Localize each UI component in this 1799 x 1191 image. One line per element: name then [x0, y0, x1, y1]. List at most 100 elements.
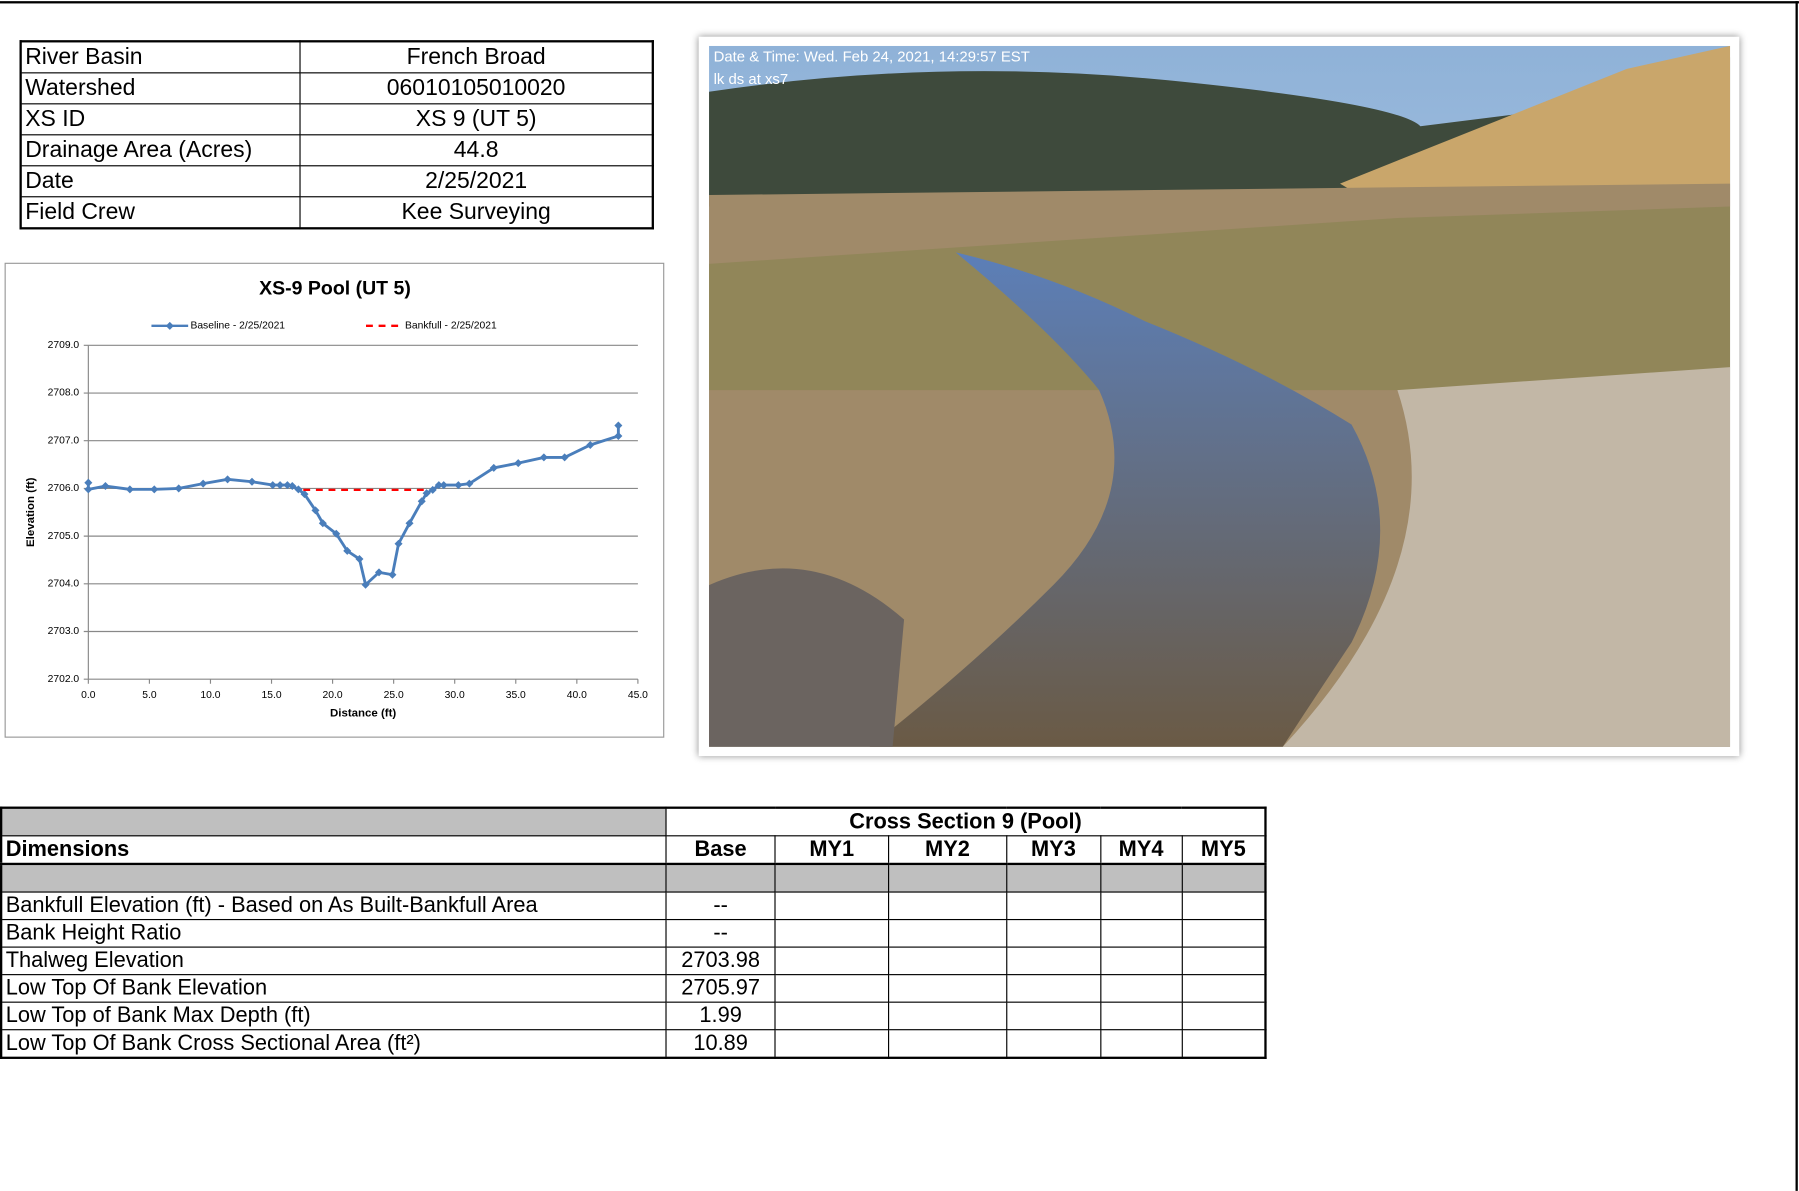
empty-cell — [775, 1002, 888, 1030]
data-point — [199, 480, 207, 488]
row-label: Bankfull Elevation (ft) - Based on As Bu… — [1, 892, 666, 920]
legend-marker — [166, 322, 174, 330]
info-label: Field Crew — [21, 197, 300, 229]
x-tick-label: 40.0 — [567, 690, 587, 701]
empty-cell — [1182, 1030, 1266, 1058]
data-point — [388, 571, 396, 579]
data-point — [614, 421, 622, 429]
info-value: XS 9 (UT 5) — [300, 104, 653, 135]
dimensions-body: Cross Section 9 (Pool) DimensionsBaseMY1… — [1, 808, 1265, 1058]
right-rule — [1796, 1, 1798, 1191]
info-label: Drainage Area (Acres) — [21, 135, 300, 166]
top-rule — [0, 1, 1799, 3]
data-row: Bankfull Elevation (ft) - Based on As Bu… — [1, 892, 1265, 920]
spacer-cell — [775, 864, 888, 892]
spacer-cell — [888, 864, 1006, 892]
page-root: River BasinFrench BroadWatershed06010105… — [0, 0, 1799, 1191]
empty-cell — [775, 1030, 888, 1058]
column-header: MY4 — [1100, 836, 1181, 864]
empty-cell — [888, 892, 1006, 920]
base-value: 2703.98 — [666, 947, 775, 975]
column-header: Base — [666, 836, 775, 864]
series-line — [88, 425, 618, 584]
chart-frame: XS-9 Pool (UT 5)2702.02703.02704.02705.0… — [5, 263, 665, 738]
x-tick-label: 15.0 — [261, 690, 281, 701]
base-value: 2705.97 — [666, 975, 775, 1003]
data-point — [540, 453, 548, 461]
info-label: Watershed — [21, 73, 300, 104]
photo-frame: Date & Time: Wed. Feb 24, 2021, 14:29:57… — [699, 37, 1740, 756]
chart-title: XS-9 Pool (UT 5) — [259, 277, 411, 299]
column-header: MY1 — [775, 836, 888, 864]
data-row: Low Top Of Bank Elevation2705.97 — [1, 975, 1265, 1003]
spacer-cell — [1, 864, 666, 892]
info-value: French Broad — [300, 41, 653, 73]
empty-cell — [775, 975, 888, 1003]
photo-caption: Date & Time: Wed. Feb 24, 2021, 14:29:57… — [714, 49, 1030, 65]
base-value: 1.99 — [666, 1002, 775, 1030]
chart: XS-9 Pool (UT 5)2702.02703.02704.02705.0… — [6, 264, 663, 737]
info-value: Kee Surveying — [300, 197, 653, 229]
legend-label: Bankfull - 2/25/2021 — [405, 321, 497, 332]
empty-cell — [1006, 1030, 1100, 1058]
info-value: 06010105010020 — [300, 73, 653, 104]
empty-cell — [1182, 947, 1266, 975]
header-cell — [1, 808, 666, 836]
empty-cell — [775, 920, 888, 948]
empty-cell — [1100, 920, 1181, 948]
empty-cell — [1006, 947, 1100, 975]
y-tick-label: 2703.0 — [48, 626, 80, 637]
y-tick-label: 2709.0 — [48, 340, 80, 351]
x-tick-label: 10.0 — [200, 690, 220, 701]
data-point — [84, 485, 92, 493]
spacer-row — [1, 864, 1265, 892]
base-value: -- — [666, 920, 775, 948]
empty-cell — [1100, 892, 1181, 920]
info-label: XS ID — [21, 104, 300, 135]
empty-cell — [775, 947, 888, 975]
empty-cell — [1100, 975, 1181, 1003]
empty-cell — [1006, 892, 1100, 920]
empty-cell — [888, 975, 1006, 1003]
empty-cell — [1100, 1030, 1181, 1058]
data-row: Bank Height Ratio-- — [1, 920, 1265, 948]
data-point — [175, 484, 183, 492]
empty-cell — [1006, 975, 1100, 1003]
header-row: Cross Section 9 (Pool) — [1, 808, 1265, 836]
info-value: 44.8 — [300, 135, 653, 166]
empty-cell — [888, 947, 1006, 975]
y-tick-label: 2702.0 — [48, 674, 80, 685]
row-label: Thalweg Elevation — [1, 947, 666, 975]
x-tick-label: 45.0 — [628, 690, 648, 701]
row-label: Low Top of Bank Max Depth (ft) — [1, 1002, 666, 1030]
empty-cell — [1182, 892, 1266, 920]
empty-cell — [888, 1002, 1006, 1030]
row-label: Bank Height Ratio — [1, 920, 666, 948]
document: River BasinFrench BroadWatershed06010105… — [0, 0, 1799, 1191]
empty-cell — [1182, 920, 1266, 948]
empty-cell — [888, 1030, 1006, 1058]
empty-cell — [1100, 1002, 1181, 1030]
x-tick-label: 25.0 — [384, 690, 404, 701]
empty-cell — [1182, 975, 1266, 1003]
spacer-cell — [1182, 864, 1266, 892]
legend-label: Baseline - 2/25/2021 — [190, 321, 285, 332]
data-point — [514, 459, 522, 467]
spacer-cell — [1100, 864, 1181, 892]
base-value: -- — [666, 892, 775, 920]
photo: Date & Time: Wed. Feb 24, 2021, 14:29:57… — [709, 46, 1730, 747]
photo-caption: lk ds at xs7 — [714, 72, 789, 88]
empty-cell — [888, 920, 1006, 948]
empty-cell — [1182, 1002, 1266, 1030]
info-label: River Basin — [21, 41, 300, 73]
column-header: Dimensions — [1, 836, 666, 864]
empty-cell — [1006, 920, 1100, 948]
info-row: Drainage Area (Acres)44.8 — [21, 135, 653, 166]
